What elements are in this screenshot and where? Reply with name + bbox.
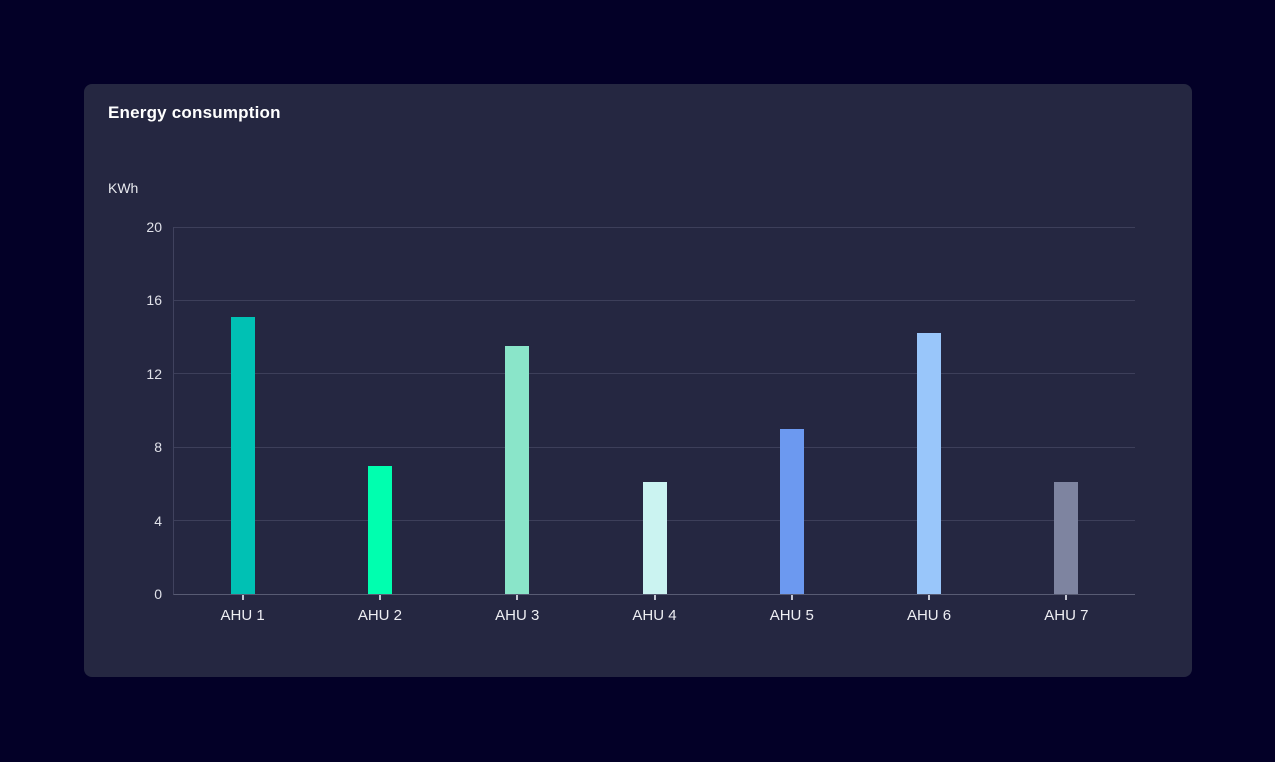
y-tick-label-0: 0 <box>154 586 162 602</box>
x-axis-tick-ahu-5 <box>791 595 793 600</box>
y-axis-unit-label: KWh <box>108 180 138 196</box>
x-axis-tick-ahu-4 <box>654 595 656 600</box>
bar-ahu-7 <box>1054 482 1078 594</box>
gridline-20 <box>174 227 1135 228</box>
y-tick-label-20: 20 <box>146 219 162 235</box>
y-tick-label-12: 12 <box>146 366 162 382</box>
bar-ahu-4 <box>643 482 667 594</box>
x-tick-label-ahu-5: AHU 5 <box>770 607 814 624</box>
y-tick-label-4: 4 <box>154 513 162 529</box>
x-tick-label-ahu-7: AHU 7 <box>1044 607 1088 624</box>
gridline-12 <box>174 373 1135 374</box>
x-tick-label-ahu-4: AHU 4 <box>632 607 676 624</box>
gridline-16 <box>174 300 1135 301</box>
x-tick-label-ahu-3: AHU 3 <box>495 607 539 624</box>
bar-ahu-6 <box>917 333 941 594</box>
bar-ahu-3 <box>505 346 529 594</box>
x-axis-tick-ahu-2 <box>379 595 381 600</box>
bar-ahu-2 <box>368 466 392 594</box>
y-tick-label-16: 16 <box>146 292 162 308</box>
x-axis-tick-ahu-7 <box>1065 595 1067 600</box>
energy-consumption-panel: Energy consumption KWh 048121620AHU 1AHU… <box>84 84 1192 677</box>
plot-area: 048121620AHU 1AHU 2AHU 3AHU 4AHU 5AHU 6A… <box>173 227 1135 595</box>
x-tick-label-ahu-6: AHU 6 <box>907 607 951 624</box>
panel-title: Energy consumption <box>108 103 281 123</box>
bar-ahu-5 <box>780 429 804 594</box>
gridline-8 <box>174 447 1135 448</box>
x-axis-tick-ahu-6 <box>928 595 930 600</box>
x-axis-tick-ahu-1 <box>242 595 244 600</box>
bar-ahu-1 <box>231 317 255 594</box>
x-tick-label-ahu-1: AHU 1 <box>221 607 265 624</box>
x-tick-label-ahu-2: AHU 2 <box>358 607 402 624</box>
y-tick-label-8: 8 <box>154 439 162 455</box>
x-axis-tick-ahu-3 <box>516 595 518 600</box>
